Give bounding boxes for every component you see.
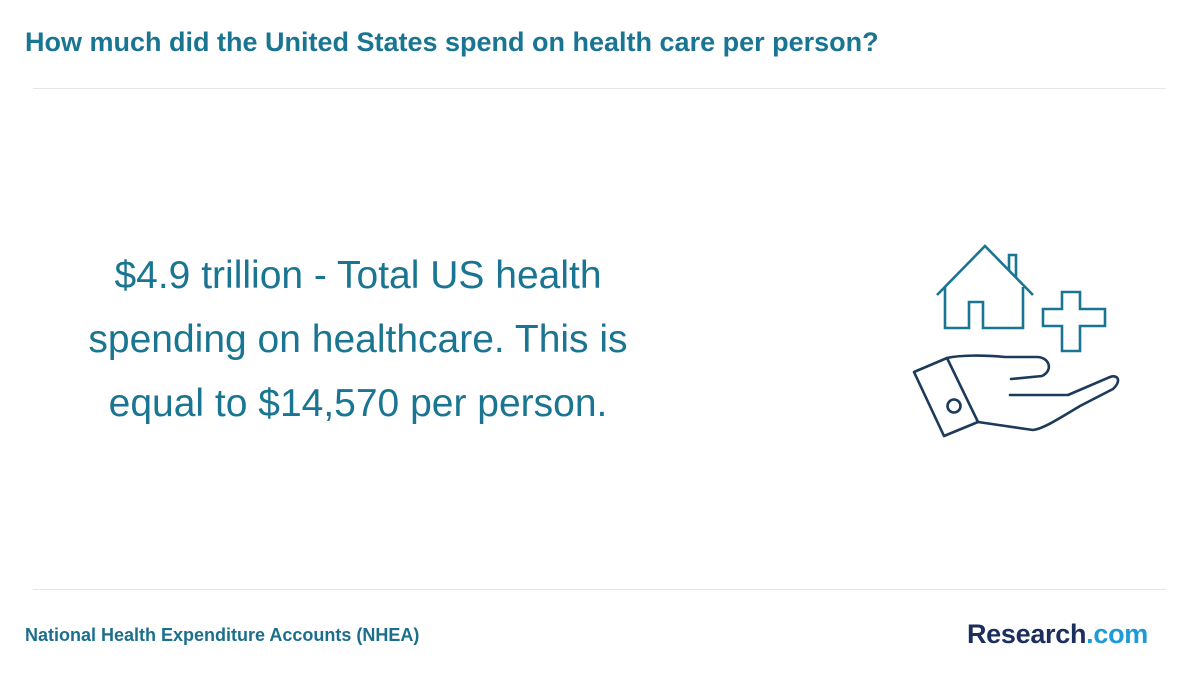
stat-line: $4.9 trillion - Total US health [114,254,602,297]
medical-cross-icon [1041,290,1107,353]
source-citation: National Health Expenditure Accounts (NH… [25,625,420,645]
stat-line: spending on healthcare. This is [88,318,628,361]
hand-holding-house-and-medical-cross-icon [912,244,1120,438]
hand-icon [912,354,1120,438]
top-divider [33,88,1166,89]
stat-line: equal to $14,570 per person. [108,382,608,425]
bottom-divider [33,589,1166,590]
logo-tld-text: .com [1086,619,1148,649]
research-com-logo: Research.com [967,619,1148,650]
house-icon [936,244,1034,330]
page-title: How much did the United States spend on … [25,27,879,57]
logo-brand-text: Research [966,619,1087,649]
stat-statement: $4.9 trillion - Total US health spending… [38,244,678,436]
